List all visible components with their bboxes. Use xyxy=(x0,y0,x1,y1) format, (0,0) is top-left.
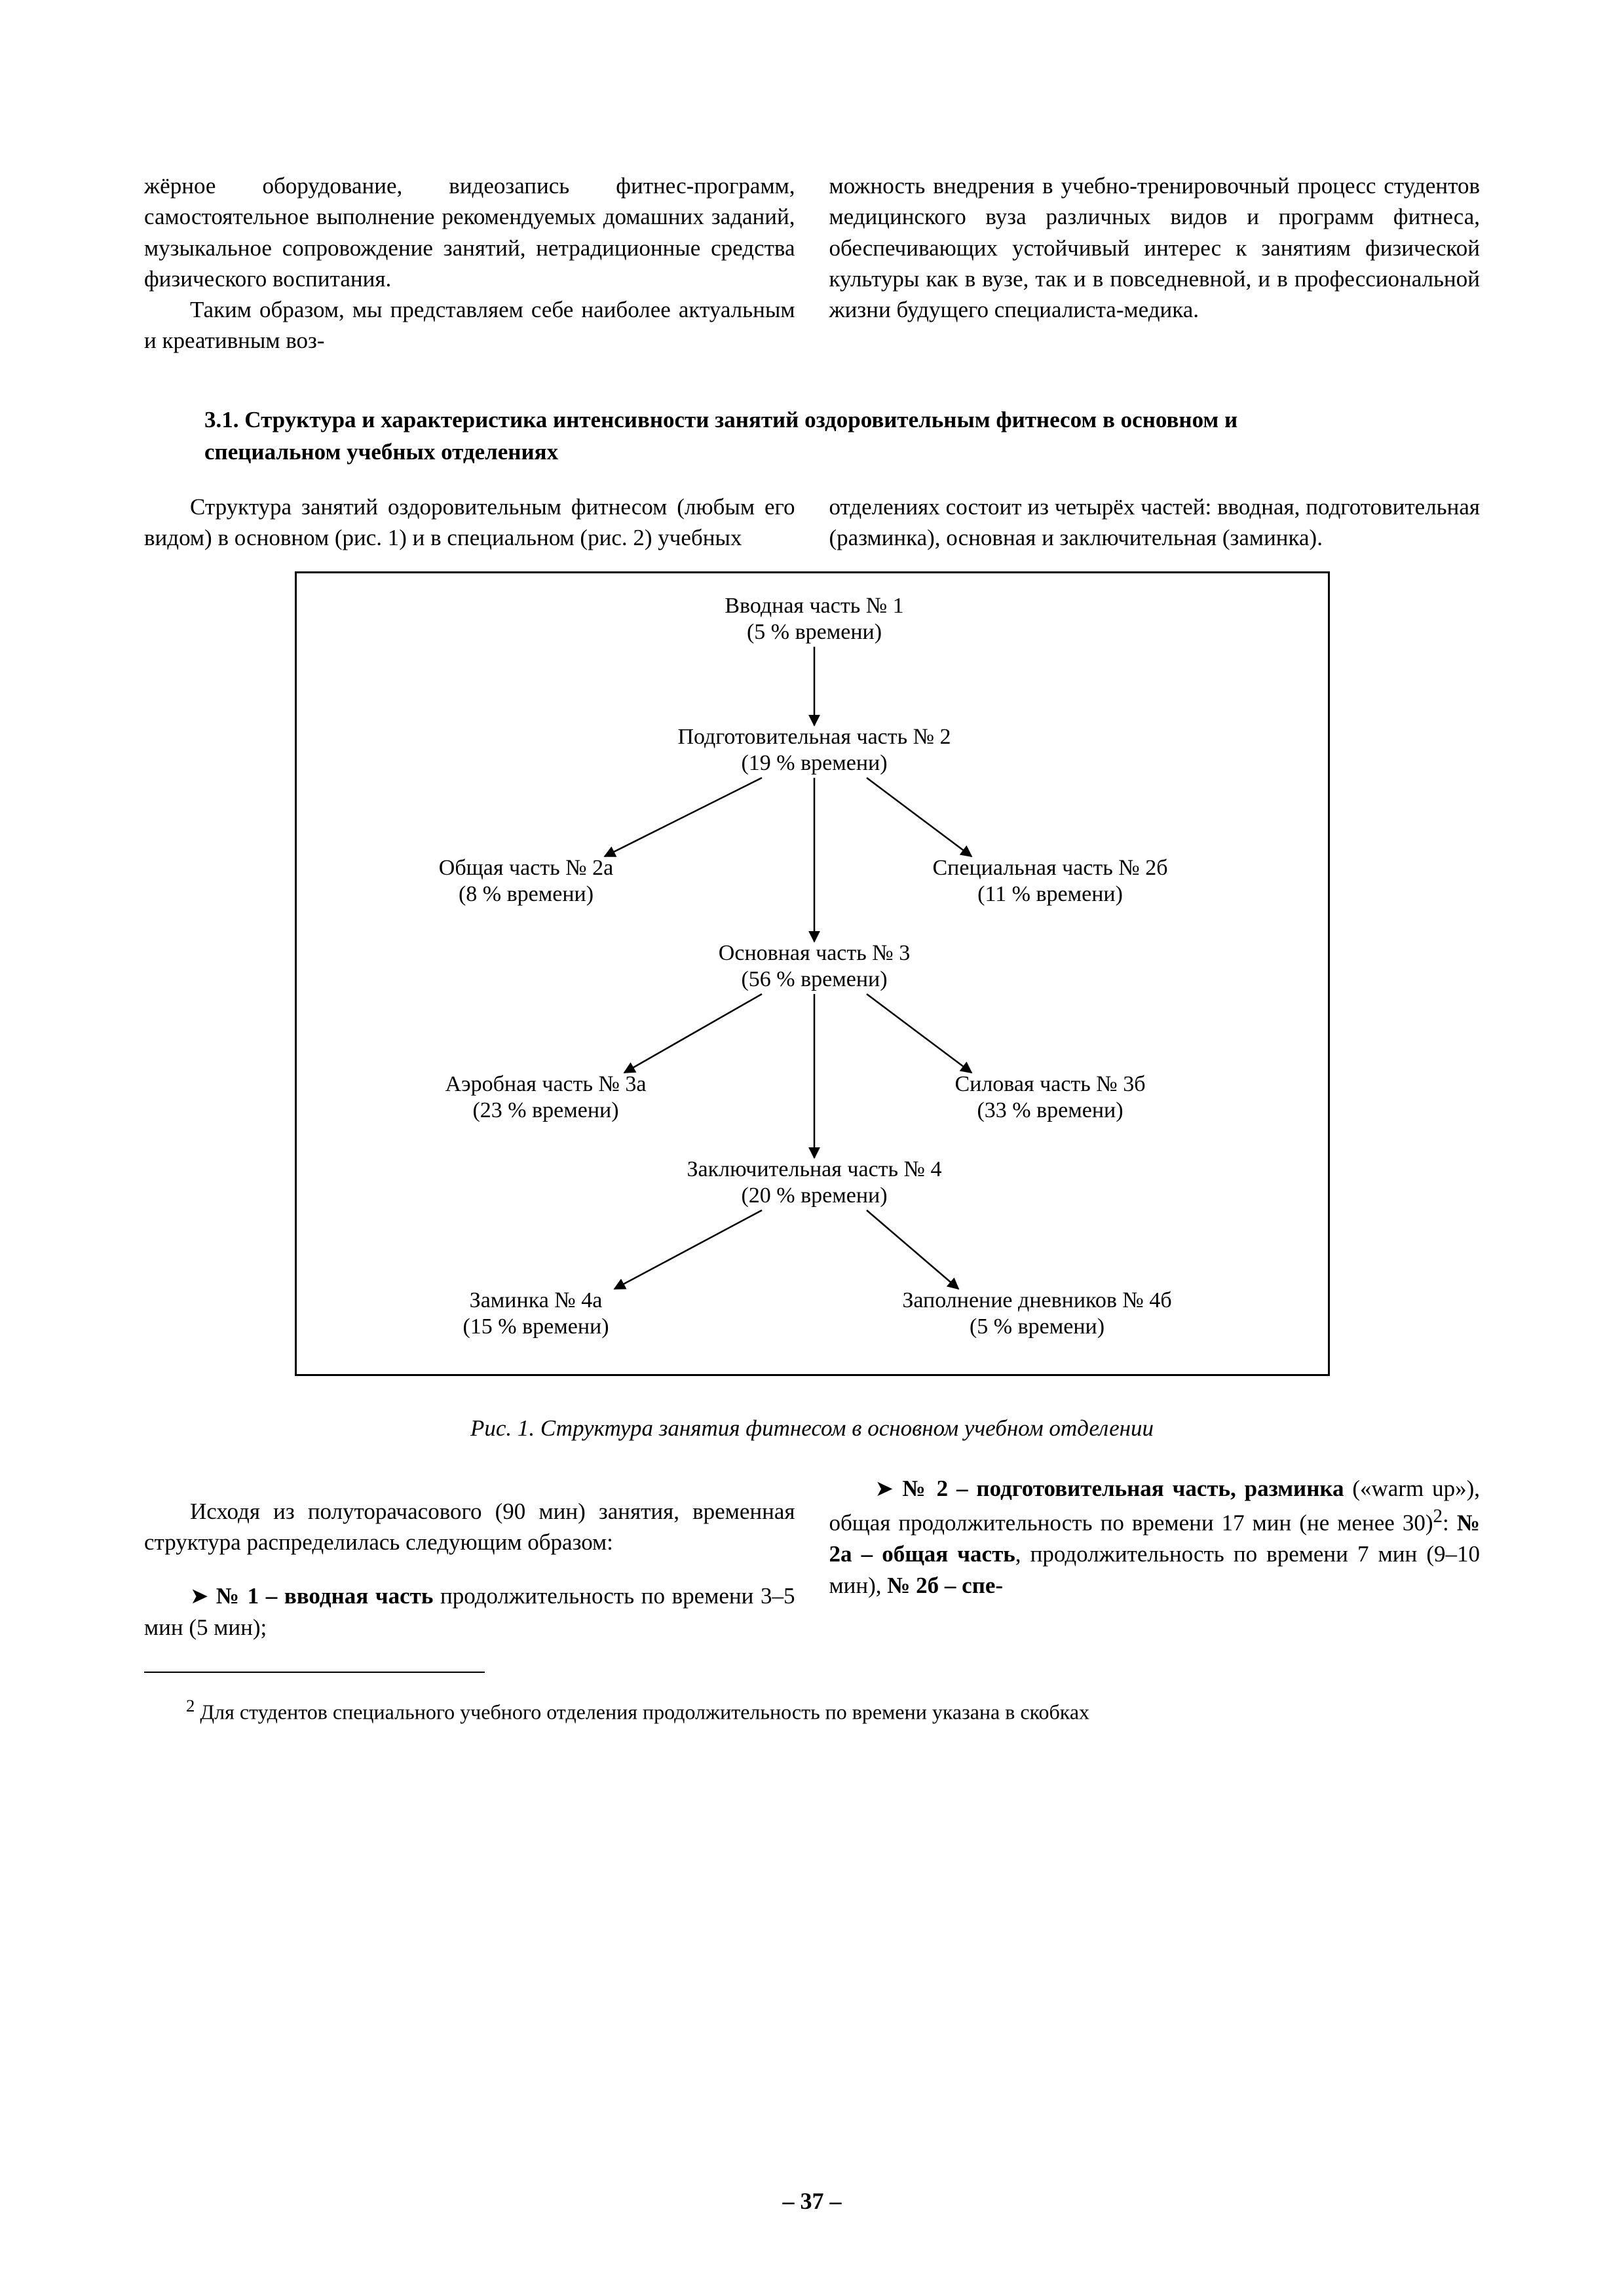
flow-node-title: Основная часть № 3 xyxy=(718,941,909,965)
intro-para-3: можность внедрения в учебно-тренировочны… xyxy=(829,170,1481,325)
flow-node-subtitle: (5 % времени) xyxy=(746,620,881,644)
tail-bullet-2: ➤ № 2 – подготовительная часть, разминка… xyxy=(829,1473,1481,1601)
bullet-arrow-icon: ➤ xyxy=(190,1584,216,1609)
footnote-sup: 2 xyxy=(186,1696,195,1715)
flow-node-subtitle: (11 % времени) xyxy=(977,882,1123,906)
section-heading: 3.1. Структура и характеристика интенсив… xyxy=(204,404,1253,468)
flow-node-title: Вводная часть № 1 xyxy=(725,594,903,618)
flow-node-title: Аэробная часть № 3а xyxy=(445,1072,646,1096)
tail-b2-sup: 2 xyxy=(1433,1506,1443,1527)
flow-node-title: Подготовительная часть № 2 xyxy=(677,725,951,749)
footnote-text: Для студентов специального учебного отде… xyxy=(195,1700,1089,1724)
flow-node-title: Специальная часть № 2б xyxy=(932,856,1167,880)
footnote-rule xyxy=(144,1672,485,1673)
flow-node-title: Силовая часть № 3б xyxy=(954,1072,1145,1096)
flow-node-title: Общая часть № 2а xyxy=(438,856,613,880)
flow-node-subtitle: (19 % времени) xyxy=(741,751,887,775)
intro-para-2: Таким образом, мы представляем себе наиб… xyxy=(144,294,795,356)
flow-node-title: Заполнение дневников № 4б xyxy=(902,1288,1171,1312)
flow-node-title: Заминка № 4а xyxy=(469,1288,602,1312)
page-number: – 37 – xyxy=(0,2185,1624,2217)
page: жёрное оборудование, видеозапись фитнес-… xyxy=(0,0,1624,2296)
intro-columns: жёрное оборудование, видеозапись фитнес-… xyxy=(144,170,1480,356)
tail-bullet-1: ➤ № 1 – вводная часть продолжительность … xyxy=(144,1580,795,1643)
flow-node-subtitle: (5 % времени) xyxy=(969,1314,1104,1339)
figure-1-border: Вводная часть № 1(5 % времени)Подготовит… xyxy=(295,571,1330,1376)
flow-edge xyxy=(867,1210,958,1289)
tail-b2-bold: № 2 – подготовительная часть, разминка xyxy=(903,1476,1344,1501)
figure-1: Вводная часть № 1(5 % времени)Подготовит… xyxy=(295,571,1330,1376)
flow-edge xyxy=(867,994,972,1073)
flow-edge xyxy=(614,1210,762,1289)
intro-para-1: жёрное оборудование, видеозапись фитнес-… xyxy=(144,170,795,294)
flow-edge xyxy=(867,778,972,856)
para2-columns: Структура занятий оздоровительным фитнес… xyxy=(144,491,1480,554)
figure-1-caption: Рис. 1. Структура занятия фитнесом в осн… xyxy=(144,1413,1480,1444)
flow-node-subtitle: (33 % времени) xyxy=(977,1098,1123,1122)
tail-b1-bold: № 1 – вводная часть xyxy=(216,1583,434,1609)
bullet-arrow-icon: ➤ xyxy=(875,1476,903,1501)
para2-right: отделениях состоит из четырёх частей: вв… xyxy=(829,491,1481,554)
flow-edge xyxy=(624,994,762,1073)
flow-node-subtitle: (56 % времени) xyxy=(741,967,887,991)
flow-node-subtitle: (23 % времени) xyxy=(472,1098,618,1122)
flow-edge xyxy=(605,778,762,856)
flow-node-title: Заключительная часть № 4 xyxy=(687,1157,941,1181)
flow-node-subtitle: (8 % времени) xyxy=(458,882,593,906)
tail-columns: Исходя из полуторачасового (90 мин) заня… xyxy=(144,1473,1480,1643)
flowchart-svg: Вводная часть № 1(5 % времени)Подготовит… xyxy=(297,573,1328,1366)
footnote: 2 Для студентов специального учебного от… xyxy=(144,1694,1480,1727)
flow-node-subtitle: (15 % времени) xyxy=(463,1314,609,1339)
tail-b2-bold3: № 2б – спе- xyxy=(887,1573,1003,1598)
tail-b2-mid2: : xyxy=(1443,1510,1457,1536)
flow-node-subtitle: (20 % времени) xyxy=(741,1183,887,1208)
para2-left: Структура занятий оздоровительным фитнес… xyxy=(144,491,795,554)
tail-p1: Исходя из полуторачасового (90 мин) заня… xyxy=(144,1496,795,1558)
